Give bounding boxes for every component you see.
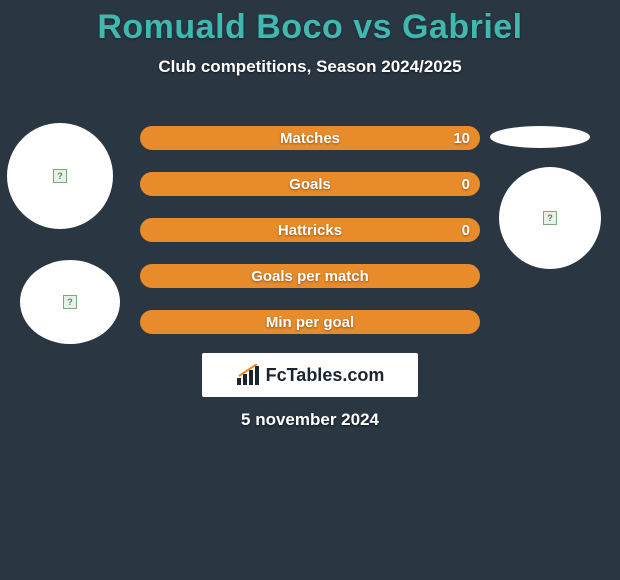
image-placeholder-icon: ? xyxy=(63,295,77,309)
stat-label: Matches xyxy=(280,130,340,147)
brand-badge: FcTables.com xyxy=(202,353,418,397)
stat-row-hattricks: Hattricks 0 xyxy=(140,218,480,242)
stat-label: Goals xyxy=(289,176,331,193)
stat-label: Hattricks xyxy=(278,222,342,239)
image-placeholder-icon: ? xyxy=(53,169,67,183)
stat-row-min-per-goal: Min per goal xyxy=(140,310,480,334)
stat-value: 0 xyxy=(462,222,470,239)
brand-text: FcTables.com xyxy=(266,365,385,386)
avatar: ? xyxy=(7,123,113,229)
page-title: Romuald Boco vs Gabriel xyxy=(0,0,620,47)
avatar: ? xyxy=(20,260,120,344)
avatar xyxy=(490,126,590,148)
stat-label: Goals per match xyxy=(251,268,369,285)
stat-value: 10 xyxy=(453,130,470,147)
stat-row-goals: Goals 0 xyxy=(140,172,480,196)
stat-row-matches: Matches 10 xyxy=(140,126,480,150)
stats-container: Matches 10 Goals 0 Hattricks 0 Goals per… xyxy=(140,126,480,356)
stat-row-goals-per-match: Goals per match xyxy=(140,264,480,288)
footer-date: 5 november 2024 xyxy=(0,410,620,430)
brand-chart-icon xyxy=(236,364,262,386)
image-placeholder-icon: ? xyxy=(543,211,557,225)
stat-value: 0 xyxy=(462,176,470,193)
avatar: ? xyxy=(499,167,601,269)
page-subtitle: Club competitions, Season 2024/2025 xyxy=(0,57,620,77)
stat-label: Min per goal xyxy=(266,314,354,331)
